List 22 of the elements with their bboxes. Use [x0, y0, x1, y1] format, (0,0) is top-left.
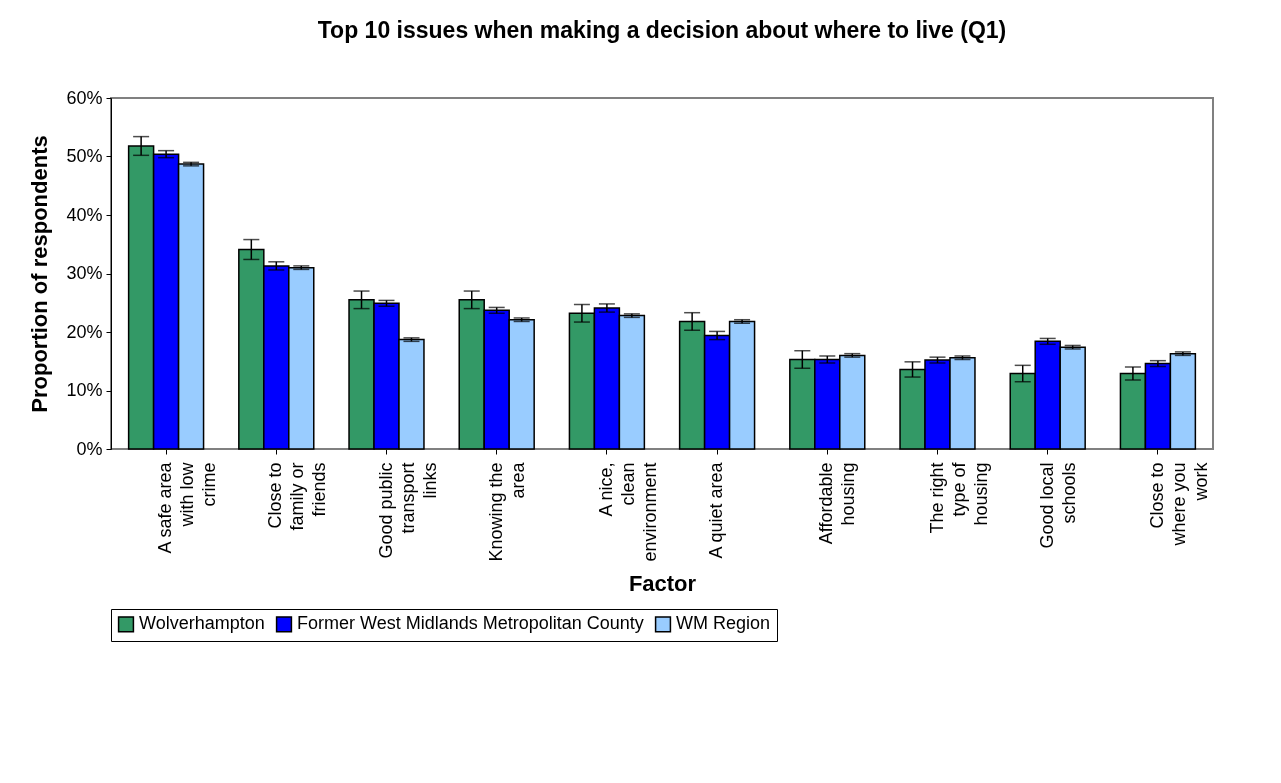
x-tick-label: Close to family or friends	[265, 462, 330, 531]
x-tick-label: Good public transport links	[375, 462, 440, 559]
x-tick-label: Affordable housing	[816, 462, 859, 545]
y-tick-label: 20%	[66, 321, 103, 342]
y-tick-label: 30%	[66, 263, 103, 283]
x-tick-label: The right type of housing	[926, 461, 991, 534]
x-tick-label: Good local schools	[1036, 462, 1079, 549]
x-tick-label: A quiet area	[706, 461, 727, 559]
x-tick-label: A safe area with low crime	[155, 461, 220, 554]
y-tick-label: 40%	[66, 204, 103, 225]
x-tick-label: Close to where you work	[1146, 461, 1211, 547]
legend-label: Wolverhampton	[139, 613, 265, 634]
y-axis-title: Proportion of respondents	[27, 135, 53, 413]
y-tick-label: 10%	[66, 380, 103, 400]
chart-title: Top 10 issues when making a decision about where to live (Q1)	[317, 17, 1007, 43]
x-axis-title: Factor	[628, 570, 697, 596]
x-tick-label: Knowing the area	[485, 461, 528, 562]
legend-label: Former West Midlands Metropolitan County	[297, 613, 644, 634]
y-tick-label: 0%	[76, 438, 103, 459]
y-tick-label: 50%	[66, 146, 103, 166]
y-tick-label: 60%	[66, 87, 103, 108]
legend-label: WM Region	[676, 613, 771, 634]
